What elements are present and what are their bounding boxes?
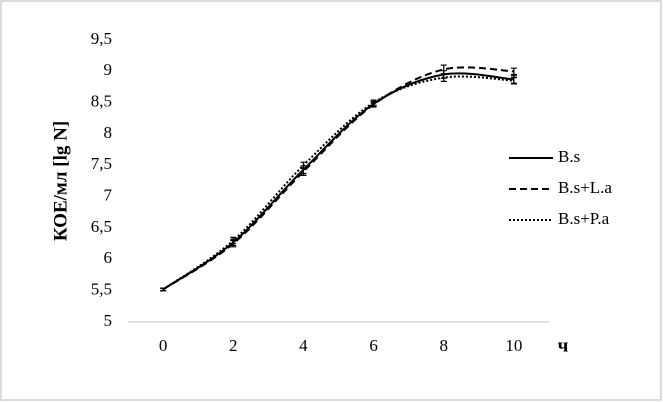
- y-axis-title: КОЕ/мл [lg N]: [50, 121, 71, 241]
- x-tick-label: 4: [299, 336, 308, 355]
- error-bar: [510, 67, 517, 76]
- y-tick-label: 8: [104, 123, 113, 142]
- series-line: [162, 66, 514, 291]
- y-tick-label: 6: [104, 248, 113, 267]
- legend-label: B.s+P.a: [558, 209, 610, 228]
- error-bar: [510, 77, 517, 85]
- y-tick-label: 7: [104, 186, 113, 205]
- legend-label: B.s: [558, 147, 580, 166]
- y-tick-label: 7,5: [91, 154, 112, 173]
- error-bar: [370, 99, 377, 106]
- x-tick-label: 2: [229, 336, 238, 355]
- x-axis-title: ч: [558, 335, 569, 356]
- error-bar: [230, 236, 237, 245]
- x-tick-label: 10: [505, 336, 522, 355]
- y-tick-label: 8,5: [91, 92, 112, 111]
- y-tick-label: 9: [104, 60, 113, 79]
- y-tick-label: 9,5: [91, 29, 112, 48]
- x-tick-label: 8: [440, 336, 449, 355]
- x-tick-label: 6: [369, 336, 378, 355]
- error-bar: [440, 73, 447, 82]
- y-tick-label: 5,5: [91, 280, 112, 299]
- x-tick-label: 0: [159, 336, 168, 355]
- legend-label: B.s+L.a: [558, 178, 612, 197]
- error-bar: [300, 161, 307, 170]
- error-bar: [160, 287, 167, 292]
- y-tick-label: 6,5: [91, 217, 112, 236]
- y-tick-label: 5: [104, 311, 113, 330]
